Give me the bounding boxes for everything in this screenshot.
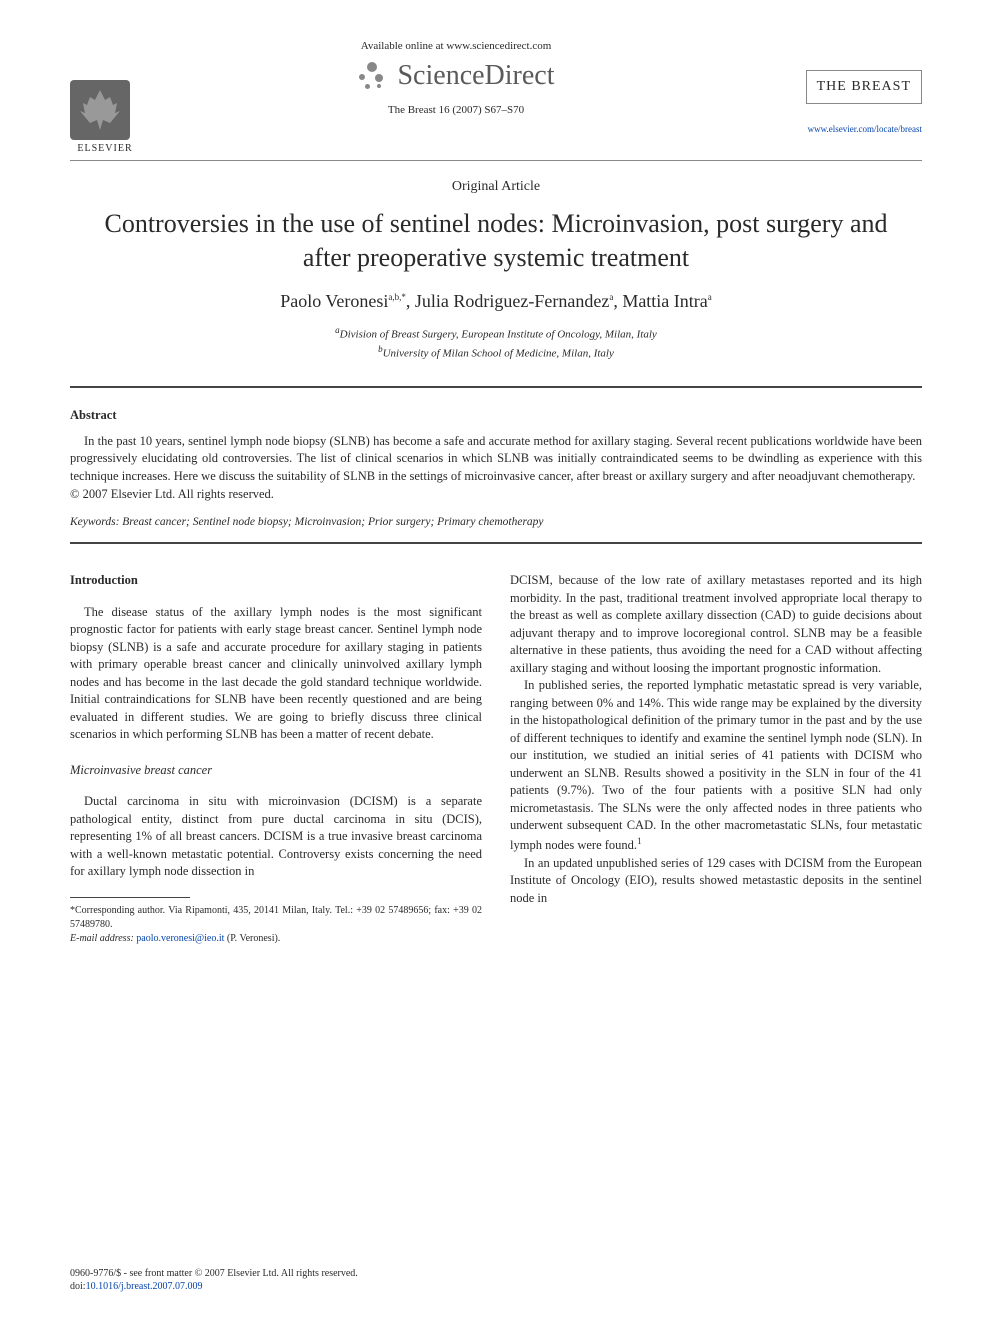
corresponding-footnote: *Corresponding author. Via Ripamonti, 43…	[70, 904, 482, 946]
journal-reference: The Breast 16 (2007) S67–S70	[160, 104, 752, 116]
affiliations: aDivision of Breast Surgery, European In…	[70, 324, 922, 362]
article-title: Controversies in the use of sentinel nod…	[70, 207, 922, 275]
affiliation-a: Division of Breast Surgery, European Ins…	[340, 328, 657, 340]
page-footer: 0960-9776/$ - see front matter © 2007 El…	[70, 1267, 922, 1293]
available-online-text: Available online at www.sciencedirect.co…	[160, 40, 752, 52]
author-3-sup: a	[708, 292, 712, 302]
abstract-text: In the past 10 years, sentinel lymph nod…	[70, 433, 922, 486]
column-right: DCISM, because of the low rate of axilla…	[510, 572, 922, 946]
reference-1-sup: 1	[637, 836, 642, 846]
abstract-bottom-rule	[70, 542, 922, 544]
journal-url-link[interactable]: www.elsevier.com/locate/breast	[772, 124, 922, 134]
col2-para2: In published series, the reported lympha…	[510, 677, 922, 854]
doi-label: doi:	[70, 1281, 86, 1292]
keywords-text: Breast cancer; Sentinel node biopsy; Mic…	[119, 516, 543, 528]
abstract-copyright: © 2007 Elsevier Ltd. All rights reserved…	[70, 487, 922, 502]
intro-paragraph: The disease status of the axillary lymph…	[70, 604, 482, 744]
elsevier-logo: ELSEVIER	[70, 80, 140, 154]
microinvasive-heading: Microinvasive breast cancer	[70, 762, 482, 780]
author-1-sup: a,b,*	[388, 292, 406, 302]
col2-para3: In an updated unpublished series of 129 …	[510, 855, 922, 908]
footnote-separator	[70, 897, 190, 898]
author-1: Paolo Veronesi	[280, 291, 388, 311]
author-3: , Mattia Intra	[613, 291, 707, 311]
corr-author-text: *Corresponding author. Via Ripamonti, 43…	[70, 904, 482, 932]
header-row: ELSEVIER Available online at www.science…	[70, 40, 922, 154]
authors-line: Paolo Veronesia,b,*, Julia Rodriguez-Fer…	[70, 291, 922, 312]
author-2: , Julia Rodriguez-Fernandez	[406, 291, 609, 311]
journal-name: THE BREAST	[806, 70, 922, 104]
elsevier-label: ELSEVIER	[70, 143, 140, 154]
sciencedirect-text: ScienceDirect	[397, 60, 554, 92]
article-type: Original Article	[70, 179, 922, 195]
email-link[interactable]: paolo.veronesi@ieo.it	[134, 933, 225, 944]
sciencedirect-icon	[357, 60, 389, 92]
journal-logo-block: THE BREAST www.elsevier.com/locate/breas…	[772, 70, 922, 134]
header-rule	[70, 160, 922, 161]
email-label: E-mail address:	[70, 933, 134, 944]
microinvasive-paragraph: Ductal carcinoma in situ with microinvas…	[70, 793, 482, 881]
col2-para1: DCISM, because of the low rate of axilla…	[510, 572, 922, 677]
column-left: Introduction The disease status of the a…	[70, 572, 482, 946]
abstract-top-rule	[70, 386, 922, 388]
col2-para2-text: In published series, the reported lympha…	[510, 678, 922, 852]
email-suffix: (P. Veronesi).	[224, 933, 280, 944]
keywords-line: Keywords: Breast cancer; Sentinel node b…	[70, 516, 922, 528]
doi-link[interactable]: 10.1016/j.breast.2007.07.009	[86, 1281, 203, 1292]
issn-line: 0960-9776/$ - see front matter © 2007 El…	[70, 1267, 922, 1280]
elsevier-tree-icon	[70, 80, 130, 140]
abstract-heading: Abstract	[70, 408, 922, 423]
sciencedirect-logo: ScienceDirect	[160, 60, 752, 92]
body-columns: Introduction The disease status of the a…	[70, 572, 922, 946]
affiliation-b: University of Milan School of Medicine, …	[383, 347, 614, 359]
keywords-label: Keywords:	[70, 516, 119, 528]
header-center: Available online at www.sciencedirect.co…	[140, 40, 772, 116]
intro-heading: Introduction	[70, 572, 482, 590]
